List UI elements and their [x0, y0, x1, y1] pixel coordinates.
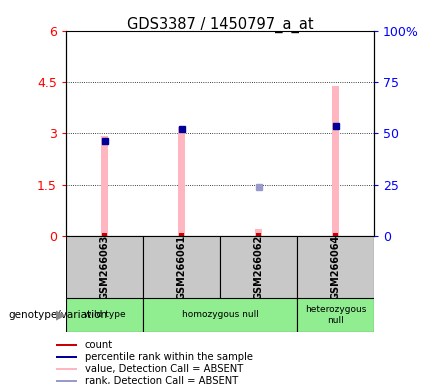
Text: GSM266064: GSM266064 — [330, 234, 341, 300]
FancyBboxPatch shape — [220, 236, 297, 298]
Text: GSM266062: GSM266062 — [253, 234, 264, 300]
FancyBboxPatch shape — [143, 236, 220, 298]
Bar — [179, 233, 184, 236]
Text: value, Detection Call = ABSENT: value, Detection Call = ABSENT — [84, 364, 243, 374]
FancyBboxPatch shape — [297, 298, 374, 332]
Text: GSM266061: GSM266061 — [176, 234, 187, 300]
Text: heterozygous
null: heterozygous null — [305, 305, 366, 324]
Bar — [55, 367, 77, 370]
FancyBboxPatch shape — [66, 298, 143, 332]
Text: ▶: ▶ — [55, 308, 65, 321]
FancyBboxPatch shape — [143, 298, 297, 332]
Bar — [102, 136, 108, 236]
FancyBboxPatch shape — [297, 236, 374, 298]
Text: rank, Detection Call = ABSENT: rank, Detection Call = ABSENT — [84, 376, 238, 384]
Text: wild type: wild type — [84, 310, 125, 319]
Text: GDS3387 / 1450797_a_at: GDS3387 / 1450797_a_at — [127, 17, 313, 33]
Bar — [55, 356, 77, 358]
Text: percentile rank within the sample: percentile rank within the sample — [84, 352, 253, 362]
Text: homozygous null: homozygous null — [182, 310, 258, 319]
Bar — [55, 344, 77, 346]
Bar — [55, 380, 77, 382]
Bar — [333, 86, 339, 236]
Bar — [256, 228, 262, 236]
Bar — [179, 127, 185, 236]
Bar — [102, 233, 107, 236]
Text: GSM266063: GSM266063 — [99, 234, 110, 300]
Text: genotype/variation: genotype/variation — [9, 310, 108, 320]
Bar — [256, 233, 261, 236]
Bar — [333, 233, 338, 236]
Text: count: count — [84, 339, 113, 350]
FancyBboxPatch shape — [66, 236, 143, 298]
